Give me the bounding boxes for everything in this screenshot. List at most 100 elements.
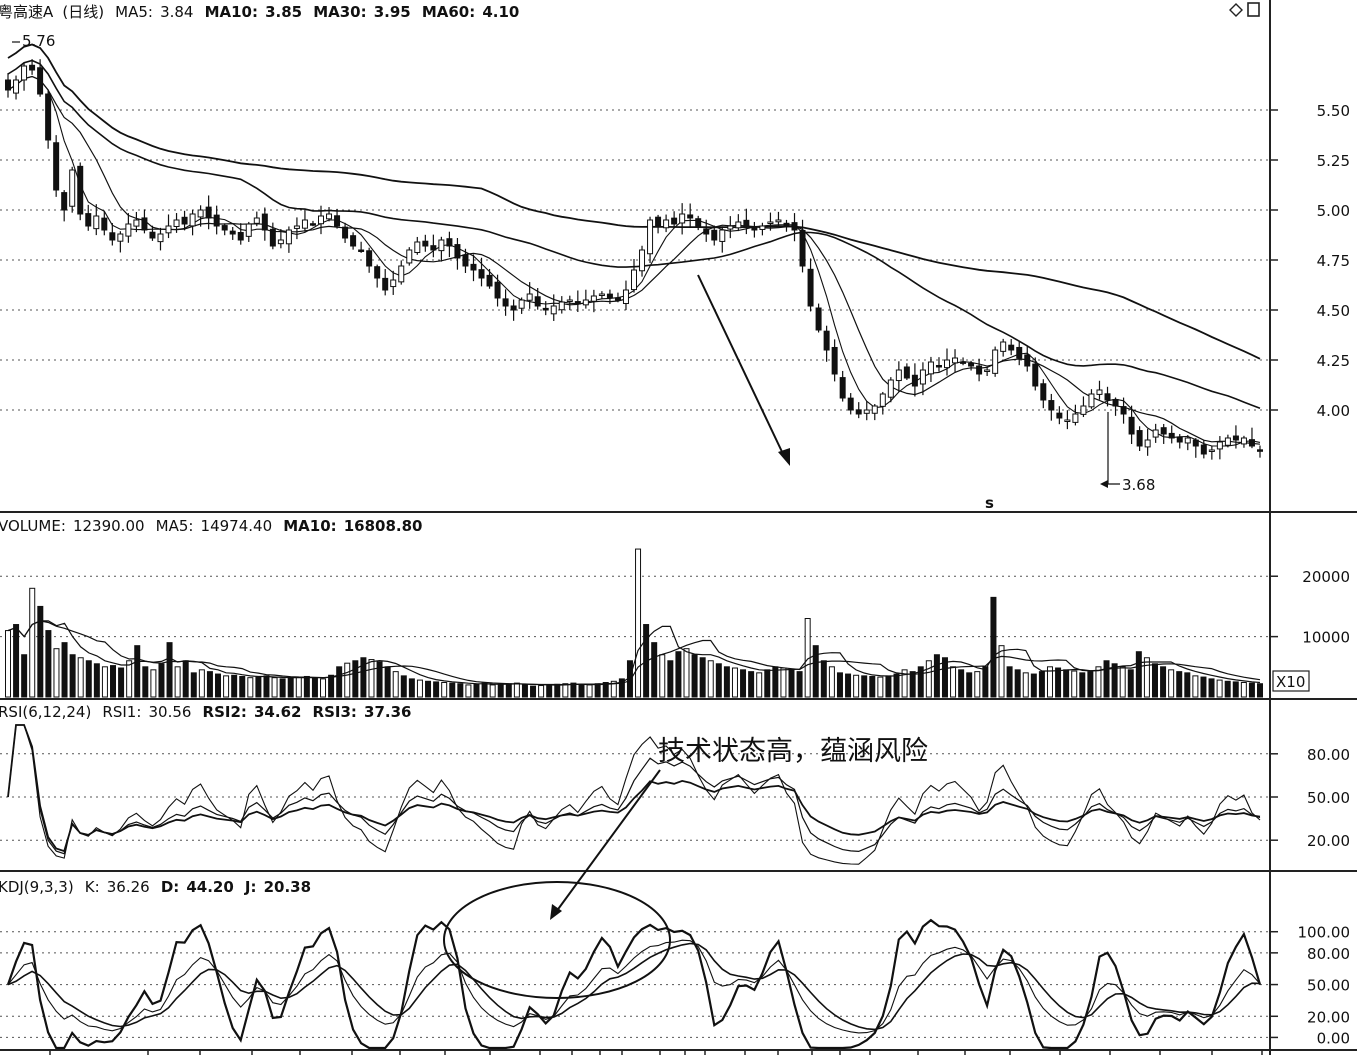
volume-label: VOLUME: <box>0 517 66 535</box>
candle <box>1200 440 1207 459</box>
volume-bar <box>368 659 375 698</box>
window-controls[interactable] <box>1229 2 1260 17</box>
candle <box>181 210 188 231</box>
candle <box>767 212 774 231</box>
volume-bar <box>1079 672 1086 698</box>
candle <box>45 89 52 149</box>
vol-ma5-value: 14974.40 <box>201 517 273 535</box>
candle <box>1232 425 1239 449</box>
volume-bar <box>1248 682 1255 698</box>
volume-bar <box>578 683 585 698</box>
period-label: (日线) <box>62 3 104 21</box>
volume-bar <box>925 660 932 698</box>
volume-bar <box>61 642 68 698</box>
volume-bar <box>223 675 230 698</box>
candle <box>1216 436 1223 460</box>
candle <box>398 260 405 285</box>
candle <box>189 209 196 236</box>
restore-icon[interactable] <box>1247 2 1260 17</box>
volume-tick-label: 10000 <box>1302 629 1350 647</box>
volume-bar <box>602 682 609 698</box>
candle <box>655 214 662 234</box>
volume-bar <box>408 678 415 698</box>
price-header: 粤高速A (日线) MA5: 3.84 MA10: 3.85 MA30: 3.9… <box>0 2 519 21</box>
event-marker: s <box>985 494 994 512</box>
candle <box>1064 410 1071 430</box>
volume-bar <box>295 676 302 698</box>
kdj-j-line <box>6 918 1262 1050</box>
ma5-label: MA5: <box>115 3 153 21</box>
volume-bar <box>489 684 496 698</box>
rsi-tick-label: 20.00 <box>1307 832 1350 850</box>
candle <box>992 346 999 377</box>
candle <box>775 211 782 228</box>
candle <box>719 226 726 253</box>
volume-bar <box>974 671 981 698</box>
volume-bar <box>667 660 674 698</box>
candle <box>390 270 397 295</box>
volume-bar <box>505 683 512 698</box>
volume-bar <box>416 679 423 698</box>
candle <box>285 226 292 253</box>
ma60-label: MA60: <box>422 3 475 21</box>
candle <box>366 247 373 273</box>
candle <box>751 221 758 238</box>
candle <box>1008 339 1015 356</box>
candle <box>93 204 100 236</box>
volume-bar <box>239 675 246 698</box>
candle <box>1176 434 1183 449</box>
candle <box>173 213 180 233</box>
volume-bar <box>150 669 157 698</box>
candle <box>149 225 156 241</box>
volume-bar <box>836 672 843 698</box>
candle <box>1136 426 1143 452</box>
candle <box>1128 405 1135 444</box>
candle <box>598 291 605 300</box>
volume-bar <box>93 663 100 698</box>
candle <box>871 403 878 421</box>
volume-bar <box>1257 683 1263 698</box>
kdj-d-value: 44.20 <box>186 878 233 896</box>
volume-bar <box>497 683 504 698</box>
candle <box>526 282 533 309</box>
rsi3-line <box>7 724 1261 853</box>
diamond-icon[interactable] <box>1229 3 1243 17</box>
candle <box>1032 357 1039 391</box>
candle <box>1184 435 1191 451</box>
volume-bar <box>473 683 480 698</box>
candle <box>614 292 621 303</box>
rsi3-label: RSI3: <box>313 703 357 721</box>
volume-bar <box>231 674 238 698</box>
volume-bar <box>828 666 835 698</box>
ma60-line <box>7 43 1261 360</box>
kdj-j-value: 20.38 <box>264 878 311 896</box>
candle <box>639 245 646 277</box>
volume-bar <box>1151 663 1158 698</box>
volume-bar <box>320 678 327 698</box>
volume-bar <box>917 666 924 698</box>
volume-bar <box>352 660 359 698</box>
volume-bar <box>336 666 343 698</box>
candle <box>1112 397 1119 416</box>
price-tick-label: 5.25 <box>1317 152 1350 170</box>
candle <box>1224 434 1231 448</box>
candle <box>494 274 501 307</box>
rsi-tick-label: 80.00 <box>1307 746 1350 764</box>
volume-bar <box>53 648 60 698</box>
volume-bar <box>1022 672 1029 698</box>
kdj-k-line <box>7 939 1261 1034</box>
volume-bar <box>707 660 714 698</box>
volume-bar <box>21 654 28 698</box>
candle <box>695 215 702 231</box>
ma30-label: MA30: <box>313 3 366 21</box>
volume-panel: VOLUME: 12390.00 MA5: 14974.40 MA10: 168… <box>0 517 1350 698</box>
volume-bar <box>1030 673 1037 698</box>
volume-bar <box>1216 679 1223 698</box>
volume-bar <box>449 682 456 698</box>
candle <box>1048 393 1055 421</box>
candle <box>253 211 260 227</box>
volume-bar <box>586 684 593 698</box>
kdj-y-ticks: 100.00 80.00 50.00 20.00 0.00 <box>1270 924 1350 1047</box>
candle <box>1096 380 1103 400</box>
ma10-value: 3.85 <box>265 3 302 21</box>
